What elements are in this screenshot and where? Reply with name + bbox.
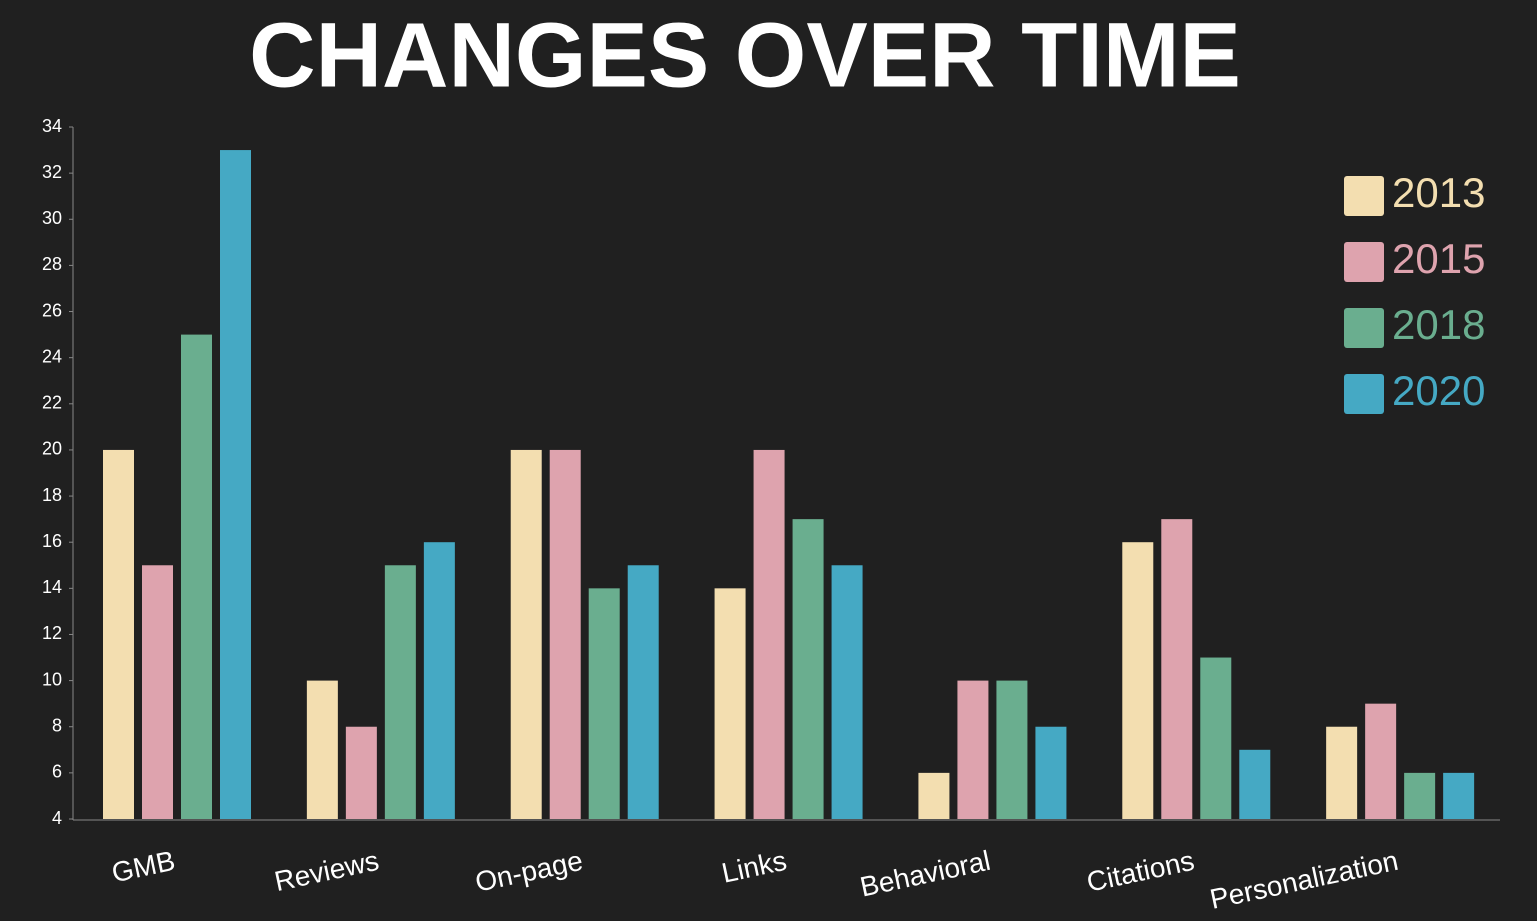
bar: [423, 542, 455, 819]
y-tick-label: 22: [42, 393, 62, 413]
bar: [918, 772, 950, 819]
bar: [1035, 726, 1067, 819]
legend-label: 2018: [1392, 301, 1485, 348]
legend-swatch: [1344, 176, 1384, 216]
bar: [792, 519, 824, 819]
y-tick-label: 8: [52, 715, 62, 735]
bar: [510, 449, 542, 819]
bar: [1443, 772, 1475, 819]
y-tick-label: 12: [42, 623, 62, 643]
y-tick-label: 20: [42, 439, 62, 459]
legend-label: 2020: [1392, 367, 1485, 414]
bar: [181, 334, 212, 819]
bar: [1239, 749, 1271, 819]
bar: [753, 449, 785, 819]
bar: [1200, 657, 1232, 819]
bar: [627, 565, 659, 819]
y-tick-label: 34: [42, 116, 62, 136]
chart-title: CHANGES OVER TIME: [249, 4, 1241, 106]
bar: [345, 726, 377, 819]
legend-swatch: [1344, 308, 1384, 348]
bar: [1404, 772, 1436, 819]
y-tick-label: 26: [42, 300, 62, 320]
bar: [1122, 542, 1154, 819]
bar: [714, 588, 746, 819]
bar: [142, 565, 173, 819]
bar: [1365, 703, 1397, 819]
bar: [306, 680, 338, 819]
bar: [103, 449, 134, 819]
bar: [1326, 726, 1358, 819]
bar: [1161, 519, 1193, 819]
bar: [996, 680, 1028, 819]
y-tick-label: 4: [52, 808, 62, 828]
bar: [957, 680, 989, 819]
bar: [588, 588, 620, 819]
legend-label: 2015: [1392, 235, 1485, 282]
y-tick-label: 32: [42, 162, 62, 182]
y-tick-label: 24: [42, 346, 62, 366]
y-tick-label: 14: [42, 577, 62, 597]
bar: [384, 565, 416, 819]
bar: [549, 449, 581, 819]
y-tick-label: 16: [42, 531, 62, 551]
y-tick-label: 10: [42, 669, 62, 689]
y-tick-label: 30: [42, 208, 62, 228]
bar: [831, 565, 863, 819]
legend-label: 2013: [1392, 169, 1485, 216]
legend-swatch: [1344, 242, 1384, 282]
bar: [220, 150, 251, 820]
y-tick-label: 6: [52, 762, 62, 782]
y-tick-label: 18: [42, 485, 62, 505]
y-tick-label: 28: [42, 254, 62, 274]
legend-swatch: [1344, 374, 1384, 414]
